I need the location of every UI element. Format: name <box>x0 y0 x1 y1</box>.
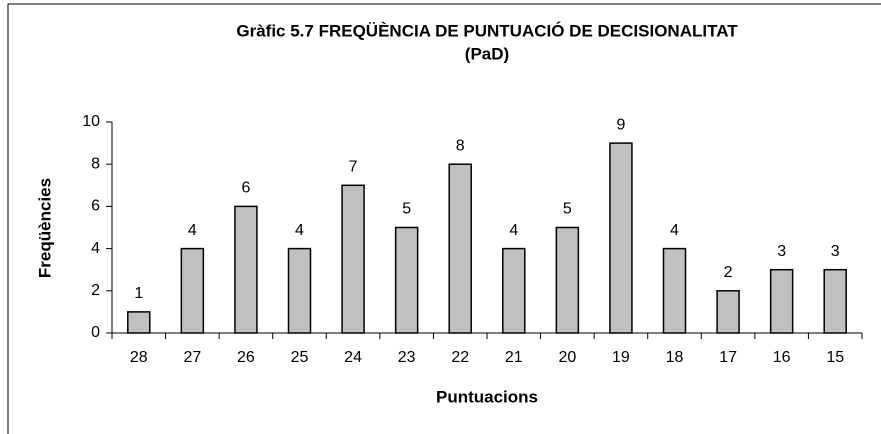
x-tick-label: 18 <box>666 349 684 366</box>
x-tick-label: 21 <box>505 349 523 366</box>
bar <box>448 163 472 334</box>
y-tick-label: 2 <box>91 282 100 299</box>
data-label: 4 <box>509 222 518 239</box>
x-tick-label: 16 <box>773 349 791 366</box>
y-tick-label: 4 <box>91 240 100 257</box>
x-tick-label: 19 <box>612 349 630 366</box>
bar <box>180 247 205 334</box>
data-label: 6 <box>241 180 250 197</box>
bar <box>234 205 258 334</box>
bar <box>127 311 151 334</box>
data-label: 9 <box>616 116 625 133</box>
x-tick-label: 27 <box>183 349 201 366</box>
data-label: 2 <box>724 264 733 281</box>
y-axis-title: Freqüències <box>35 178 54 278</box>
y-tick-label: 6 <box>91 198 100 215</box>
x-tick-label: 17 <box>719 349 737 366</box>
x-tick-label: 28 <box>130 349 148 366</box>
bar <box>609 142 633 334</box>
bar <box>502 247 526 334</box>
x-tick-label: 22 <box>451 349 469 366</box>
x-axis-title: Puntuacions <box>436 387 538 406</box>
y-tick-label: 0 <box>91 324 100 341</box>
chart-title: (PaD) <box>465 44 509 63</box>
data-label: 4 <box>188 222 197 239</box>
data-label: 3 <box>831 243 840 260</box>
x-tick-label: 23 <box>398 349 416 366</box>
data-label: 8 <box>456 137 465 154</box>
data-label: 1 <box>134 285 143 302</box>
data-label: 5 <box>563 201 572 218</box>
chart-title: Gràfic 5.7 FREQÜÈNCIA DE PUNTUACIÓ DE DE… <box>236 21 738 40</box>
chart-frame <box>7 3 881 434</box>
y-tick-label: 10 <box>82 113 100 130</box>
data-label: 4 <box>670 222 679 239</box>
x-tick-label: 24 <box>344 349 362 366</box>
x-tick-label: 20 <box>558 349 576 366</box>
bar <box>287 247 312 334</box>
data-label: 3 <box>777 243 786 260</box>
data-label: 7 <box>349 159 358 176</box>
data-label: 4 <box>295 222 304 239</box>
x-tick-label: 25 <box>291 349 309 366</box>
bar <box>555 226 580 334</box>
bar <box>341 184 365 334</box>
x-tick-label: 26 <box>237 349 255 366</box>
bar <box>716 290 740 334</box>
bar <box>769 268 794 334</box>
bar <box>394 226 419 334</box>
bar <box>662 247 687 334</box>
x-tick-label: 15 <box>826 349 844 366</box>
bar <box>823 268 847 334</box>
y-tick-label: 8 <box>91 155 100 172</box>
data-label: 5 <box>402 201 411 218</box>
